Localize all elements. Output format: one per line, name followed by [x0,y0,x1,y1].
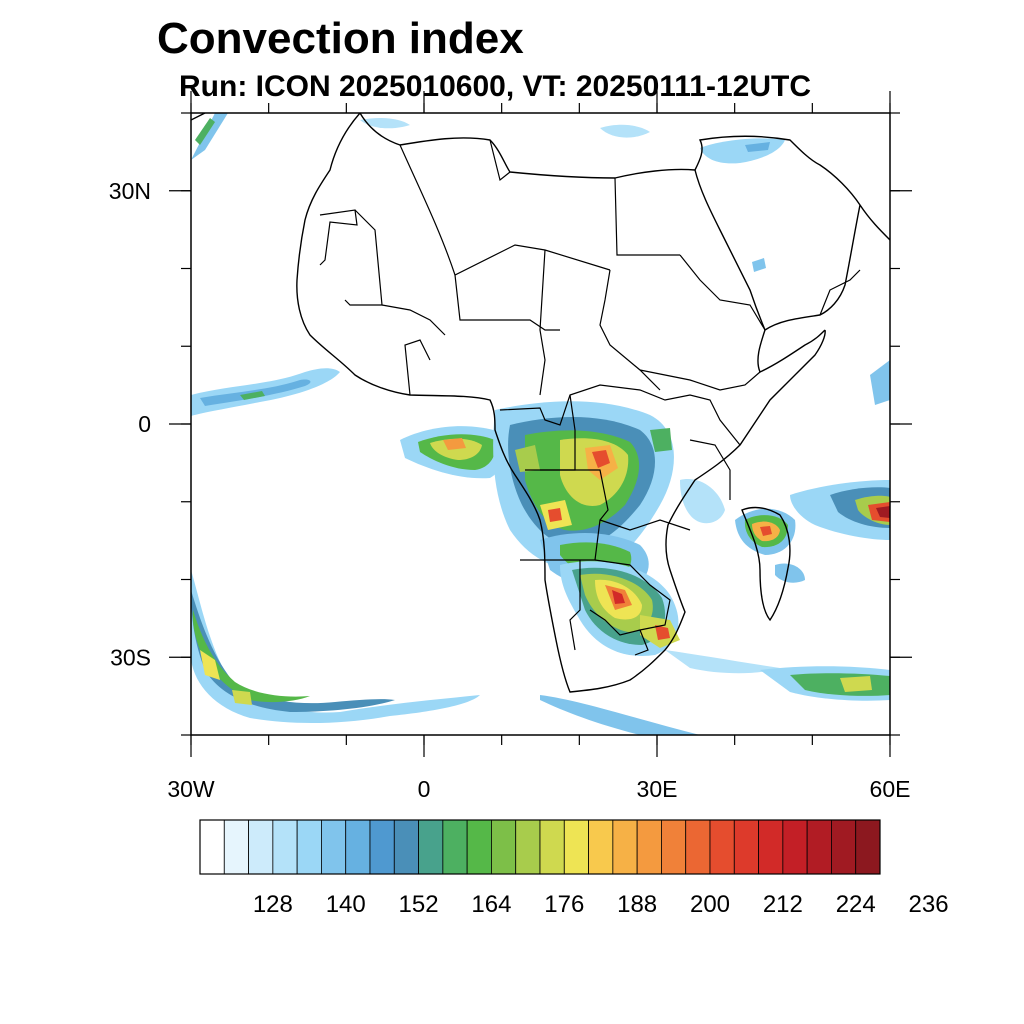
colorbar-swatch [248,819,274,875]
colorbar-label: 176 [544,891,584,918]
colorbar-swatch [831,819,857,875]
colorbar-swatch [733,819,759,875]
map-title: Convection index [157,14,524,63]
axis-ticks [169,91,912,757]
colorbar-swatch [709,819,735,875]
latitude-labels: 30N 0 30S [109,178,151,671]
colorbar-swatch [515,819,541,875]
colorbar-swatch [369,819,395,875]
lat-tick-label: 0 [138,411,151,437]
colorbar-label: 224 [836,891,876,918]
lat-tick-label: 30N [109,178,151,204]
colorbar-swatch [563,819,589,875]
colorbar-swatch [418,819,444,875]
map-subtitle: Run: ICON 2025010600, VT: 20250111-12UTC [179,70,812,103]
colorbar-labels: 128 140 152 164 176 188 200 212 224 236 [253,891,949,918]
colorbar-swatch [588,819,614,875]
lon-tick-label: 30E [637,776,678,802]
lat-tick-label: 30S [110,644,151,670]
longitude-labels: 30W 0 30E 60E [167,776,910,802]
colorbar-swatch [272,819,298,875]
lon-tick-label: 60E [870,776,911,802]
colorbar-swatch [685,819,711,875]
colorbar [199,819,881,875]
colorbar-label: 200 [690,891,730,918]
colorbar-swatch [393,819,419,875]
colorbar-swatch [345,819,371,875]
colorbar-swatch [782,819,808,875]
colorbar-frame [199,819,881,875]
colorbar-swatch [199,819,225,875]
colorbar-swatch [636,819,662,875]
lon-tick-label: 30W [167,776,215,802]
colorbar-label: 164 [471,891,511,918]
convection-field [191,113,890,735]
colorbar-swatch [491,819,517,875]
lon-tick-label: 0 [418,776,431,802]
colorbar-swatch [661,819,687,875]
colorbar-swatch [758,819,784,875]
colorbar-swatch [806,819,832,875]
colorbar-label: 140 [326,891,366,918]
colorbar-label: 188 [617,891,657,918]
colorbar-label: 212 [763,891,803,918]
colorbar-swatch [223,819,249,875]
colorbar-swatch [296,819,322,875]
colorbar-label: 236 [909,891,949,918]
coastlines [191,113,890,693]
colorbar-swatch [321,819,347,875]
colorbar-swatch [466,819,492,875]
colorbar-swatch [855,819,881,875]
colorbar-label: 152 [399,891,439,918]
country-borders [319,139,861,656]
colorbar-swatch [539,819,565,875]
colorbar-swatch [612,819,638,875]
colorbar-label: 128 [253,891,293,918]
colorbar-swatch [442,819,468,875]
